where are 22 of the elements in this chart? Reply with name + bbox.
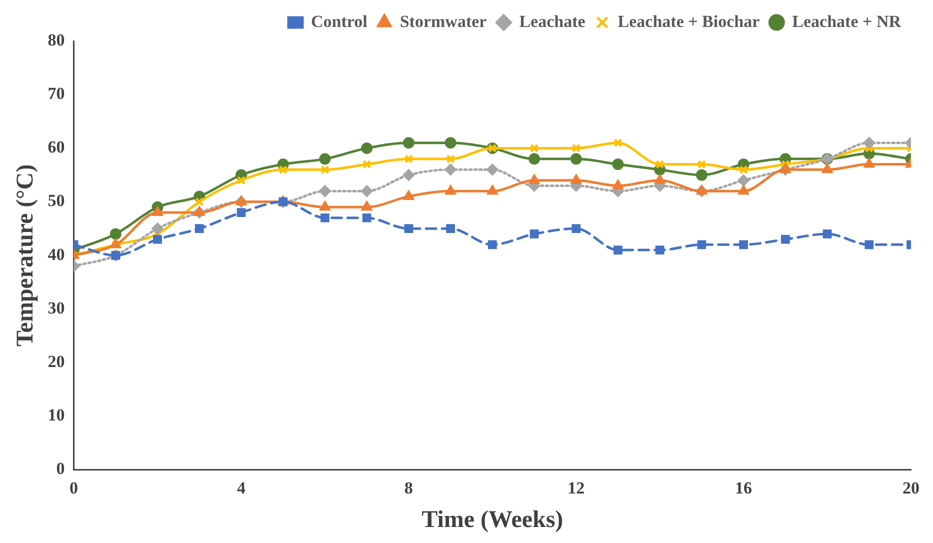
y-axis-title: Temperature (°C): [12, 164, 39, 347]
legend-label: Leachate + Biochar: [618, 12, 760, 31]
y-tick-label: 50: [48, 191, 65, 210]
legend-label: Control: [310, 12, 368, 31]
y-tick-label: 20: [48, 352, 65, 371]
y-tick-label: 0: [56, 459, 65, 478]
x-tick-label: 12: [568, 478, 585, 498]
x-tick-label: 20: [902, 478, 920, 498]
legend-label: Stormwater: [400, 12, 488, 31]
y-tick-label: 60: [48, 138, 65, 157]
x-tick-label: 4: [236, 478, 246, 498]
y-tick-label: 40: [48, 244, 65, 264]
x-tick-label: 8: [404, 478, 413, 498]
y-tick-label: 10: [48, 406, 65, 425]
legend-label: Leachate: [519, 12, 586, 31]
y-tick-label: 30: [48, 298, 65, 318]
legend-label: Leachate + NR: [792, 12, 902, 31]
y-tick-label: 80: [48, 30, 65, 50]
x-tick-label: 0: [70, 478, 78, 498]
x-tick-label: 16: [735, 478, 752, 498]
y-tick-label: 70: [48, 84, 65, 103]
x-axis-title: Time (Weeks): [422, 506, 564, 533]
